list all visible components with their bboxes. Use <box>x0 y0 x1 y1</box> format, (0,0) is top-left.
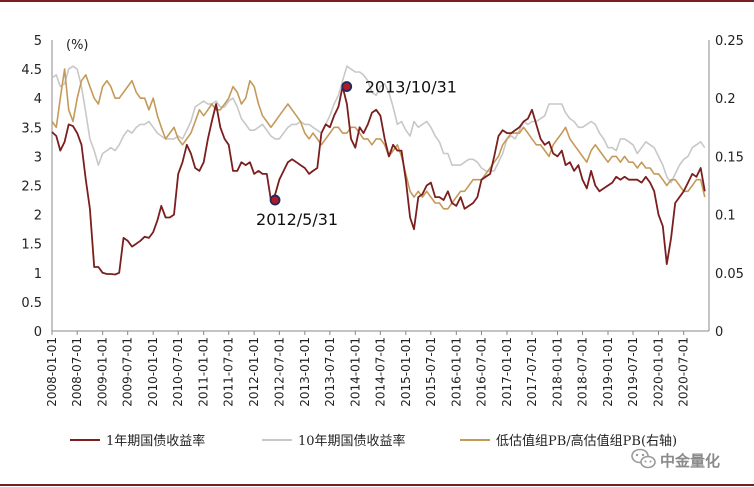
annotation-label: 2013/10/31 <box>365 78 457 97</box>
y-left-tick-label: 0 <box>34 325 42 340</box>
y-right-tick-label: 0.05 <box>715 267 744 282</box>
x-tick-label: 2016-01-01 <box>449 337 463 407</box>
annotation-label: 2012/5/31 <box>256 210 338 229</box>
series-group <box>51 65 706 276</box>
legend: 1年期国债收益率 10年期国债收益率 低估值组PB/高估值组PB(右轴) <box>70 433 677 449</box>
x-tick-label: 2019-01-01 <box>601 337 615 407</box>
x-tick-label: 2012-01-01 <box>247 337 261 407</box>
y-left-tick-label: 2 <box>34 209 42 224</box>
right-y-ticks: 0 0.05 0.1 0.15 0.2 0.25 <box>715 34 744 340</box>
legend-label-10y: 10年期国债收益率 <box>298 433 406 449</box>
x-tick-label: 2012-07-01 <box>272 337 286 407</box>
y-left-tick-label: 0.5 <box>21 296 42 311</box>
y-right-tick-label: 0.25 <box>715 34 744 49</box>
plot-area: 0 0.5 1 1.5 2 2.5 3 3.5 4 4.5 5 0 0.05 0.1 0.15 0.2 0.2… <box>21 34 744 407</box>
x-tick-label: 2020-01-01 <box>651 337 665 407</box>
x-tick-label: 2009-07-01 <box>121 337 135 407</box>
y-left-tick-label: 3.5 <box>21 121 42 136</box>
x-tick-label: 2013-01-01 <box>298 337 312 407</box>
x-tick-label: 2018-01-01 <box>550 337 564 407</box>
y-left-tick-label: 5 <box>34 34 42 49</box>
x-tick-label: 2008-01-01 <box>45 337 59 407</box>
x-tick-label: 2014-01-01 <box>348 337 362 407</box>
y-right-tick-label: 0.2 <box>715 92 736 107</box>
watermark-text: 中金量化 <box>660 452 720 470</box>
y-left-tick-label: 3 <box>34 150 42 165</box>
x-tick-label: 2013-07-01 <box>323 337 337 407</box>
y-right-tick-label: 0.15 <box>715 150 744 165</box>
x-tick-label: 2009-01-01 <box>96 337 110 407</box>
x-tick-label: 2016-07-01 <box>475 337 489 407</box>
annotations: 2012/5/31 2013/10/31 <box>256 78 457 229</box>
left-y-ticks: 0 0.5 1 1.5 2 2.5 3 3.5 4 4.5 5 <box>21 34 42 340</box>
y-left-tick-label: 4.5 <box>21 63 42 78</box>
x-tick-label: 2019-07-01 <box>626 337 640 407</box>
annotation-marker <box>269 194 281 206</box>
x-tick-label: 2010-01-01 <box>146 337 160 407</box>
x-tick-label: 2010-07-01 <box>171 337 185 407</box>
y-left-tick-label: 2.5 <box>21 180 42 195</box>
x-ticks: 2008-01-01 2008-07-01 2009-01-01 2009-07-01… <box>45 331 691 407</box>
x-tick-label: 2015-01-01 <box>399 337 413 407</box>
y-right-tick-label: 0 <box>715 325 723 340</box>
y-right-tick-label: 0.1 <box>715 209 736 224</box>
x-tick-label: 2017-01-01 <box>500 337 514 407</box>
x-tick-label: 2017-07-01 <box>525 337 539 407</box>
x-tick-label: 2011-01-01 <box>197 337 211 407</box>
x-tick-label: 2008-07-01 <box>70 337 84 407</box>
x-tick-label: 2015-07-01 <box>424 337 438 407</box>
y-unit-label: (%) <box>66 38 89 53</box>
annotation-marker <box>341 81 353 92</box>
series-line-1y <box>51 85 706 276</box>
x-tick-label: 2020-07-01 <box>677 337 691 407</box>
watermark: 中金量化 <box>631 448 720 470</box>
legend-label-1y: 1年期国债收益率 <box>106 433 205 449</box>
y-left-tick-label: 4 <box>34 92 42 107</box>
y-left-tick-label: 1.5 <box>21 238 42 253</box>
x-tick-label: 2018-07-01 <box>576 337 590 407</box>
series-line-pb-ratio <box>51 68 706 210</box>
legend-label-pb-ratio: 低估值组PB/高估值组PB(右轴) <box>496 433 677 449</box>
y-left-tick-label: 1 <box>34 267 42 282</box>
series-line-10y <box>51 65 706 184</box>
wechat-icon <box>631 448 656 469</box>
x-tick-label: 2014-07-01 <box>373 337 387 407</box>
x-tick-label: 2011-07-01 <box>222 337 236 407</box>
